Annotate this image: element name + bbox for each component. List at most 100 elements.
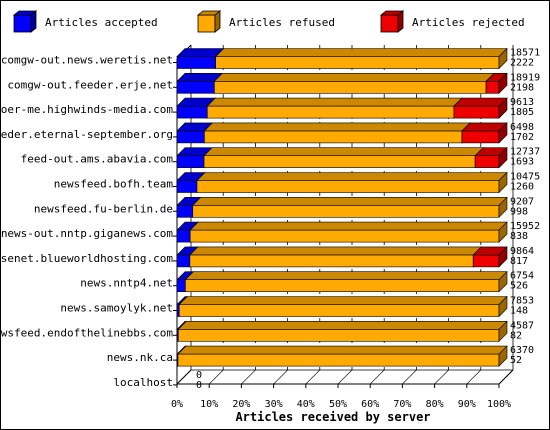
category-label: voer-me.highwinds-media.com [1, 103, 173, 116]
category-label: newsfeed.bofh.team [54, 178, 174, 191]
legend-swatch-side-refused [214, 10, 221, 33]
bar-segment-refused-top [177, 345, 508, 355]
bar-segment-refused-front [214, 81, 487, 94]
bar-segment-refused-top [178, 296, 508, 305]
data-label-accepted: 817 [510, 256, 528, 267]
x-tick-label: 10% [200, 399, 218, 410]
data-label-accepted: 1693 [510, 157, 534, 168]
data-label-total: 9613 [510, 97, 534, 108]
bar-segment-refused-front [204, 130, 463, 144]
data-label-total: 4587 [510, 320, 534, 331]
bar-segment-refused-front [185, 279, 500, 293]
bar-segment-rejected-side [498, 146, 508, 169]
floor-tick-diagonal [498, 369, 514, 385]
data-label-total: 6498 [510, 122, 534, 133]
bar-segment-accepted-front [176, 279, 186, 293]
legend-swatch-side-accepted [30, 10, 37, 33]
bar-segment-refused-front [177, 328, 500, 342]
category-label: localhost [113, 376, 173, 389]
bar-segment-refused-side [498, 295, 508, 318]
data-label-accepted: 148 [510, 306, 528, 317]
bar-segment-accepted-front [176, 56, 216, 69]
bar-segment-refused-side [498, 320, 508, 343]
category-label: news.samoylyk.net [60, 302, 173, 315]
data-label-accepted: 998 [510, 206, 528, 217]
data-label-total: 9864 [510, 246, 534, 257]
legend-label-rejected: Articles rejected [412, 16, 525, 29]
bar-segment-refused-top [206, 97, 463, 107]
legend-swatch-refused [197, 14, 216, 33]
category-label: news.nk.ca [107, 351, 173, 364]
legend-swatch-rejected [380, 14, 399, 33]
x-tick-label: 80% [426, 399, 444, 410]
legend-label-refused: Articles refused [229, 16, 335, 29]
floor-tick-diagonal [466, 369, 482, 385]
bar-segment-refused-side [498, 221, 508, 243]
bar-segment-refused-side [498, 270, 508, 293]
data-label-accepted: 838 [510, 231, 528, 242]
bar-segment-accepted-front [176, 155, 205, 168]
category-label: news-out.nntp.giganews.com [1, 227, 173, 240]
category-label: comgw-out.news.weretis.net [1, 54, 173, 67]
bar-segment-refused-front [215, 56, 500, 69]
data-label-total: 9207 [510, 196, 534, 207]
bar-segment-refused-front [196, 180, 500, 193]
data-label-total: 18571 [510, 48, 540, 59]
bar-segment-rejected-side [498, 122, 508, 144]
x-tick-label: 100% [487, 399, 511, 410]
bar-segment-refused-side [498, 47, 508, 70]
bar-segment-refused-top [189, 246, 482, 256]
bar-segment-refused-top [196, 172, 508, 181]
data-label-accepted: 52 [510, 355, 522, 366]
data-label-total: 6754 [510, 271, 534, 282]
bar-segment-rejected-side [498, 97, 508, 119]
bar-segment-rejected-side [498, 72, 508, 95]
data-label-total: 15952 [510, 221, 540, 232]
bar-segment-rejected-front [461, 130, 500, 144]
floor-tick-diagonal [176, 369, 192, 385]
x-tick-label: 50% [329, 399, 347, 410]
bar-segment-refused-front [178, 304, 500, 317]
floor-tick-diagonal [273, 369, 288, 385]
bar-segment-refused-top [189, 221, 508, 231]
category-label: feeder.eternal-september.org [1, 128, 173, 141]
bar-segment-refused-side [498, 196, 508, 219]
category-label: usenet.blueworldhosting.com [1, 252, 173, 265]
data-label-total: 7853 [510, 296, 534, 307]
bar-segment-accepted-front [176, 254, 191, 268]
data-label-total: 12737 [510, 147, 540, 158]
data-label-total: 10475 [510, 172, 540, 183]
x-tick-label: 90% [458, 399, 476, 410]
data-label-accepted: 1702 [510, 132, 534, 143]
bar-segment-refused-front [189, 229, 500, 243]
bar-segment-accepted-front [176, 229, 191, 243]
legend-swatch-side-rejected [397, 10, 404, 33]
data-label-accepted: 2222 [510, 58, 534, 69]
data-label-total: 6370 [510, 345, 534, 356]
floor-tick-diagonal [241, 369, 256, 385]
x-tick-label: 0% [171, 399, 183, 410]
floor-tick-diagonal [402, 369, 417, 385]
bar-segment-accepted-front [176, 81, 215, 94]
bar-segment-refused-top [184, 271, 508, 281]
data-label-accepted: 1805 [510, 107, 534, 118]
bar-segment-accepted-front [176, 105, 208, 119]
floor-tick-diagonal [337, 369, 353, 385]
x-tick-label: 30% [265, 399, 283, 410]
bar-segment-rejected-top [453, 97, 508, 107]
category-label: comgw-out.feeder.erje.net [7, 78, 173, 91]
bar-segment-accepted-front [176, 205, 194, 218]
floor-tick-diagonal [208, 369, 224, 385]
bar-segment-refused-front [189, 254, 474, 268]
x-tick-label: 60% [361, 399, 379, 410]
floor-tick-diagonal [369, 369, 385, 385]
bar-segment-refused-top [203, 147, 484, 156]
data-label-total: 18919 [510, 72, 540, 83]
bar-segment-refused-top [177, 320, 508, 330]
bar-segment-accepted-front [176, 304, 180, 317]
bar-segment-accepted-front [176, 130, 205, 144]
data-label-accepted: 526 [510, 281, 528, 292]
bar-segment-rejected-front [472, 254, 500, 268]
